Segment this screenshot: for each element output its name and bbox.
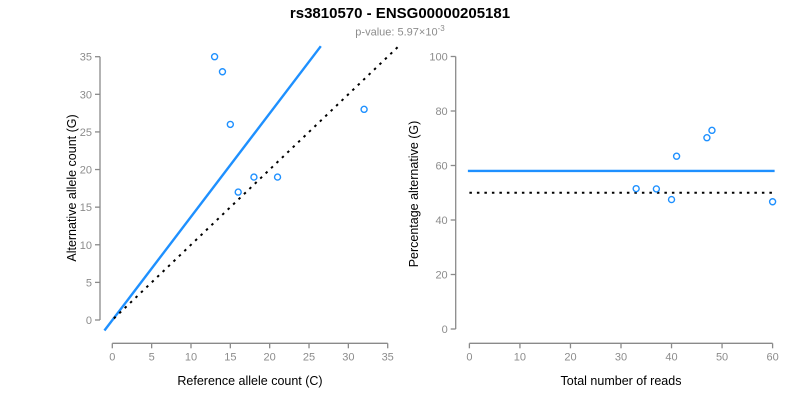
p-value-exponent: -3 [437,24,445,33]
regression-line [103,45,322,332]
data-point [667,195,676,204]
identity-line [113,45,400,320]
x-tick-label: 0 [109,351,115,363]
y-tick-label: 40 [435,215,447,227]
x-tick-label: 20 [564,351,576,363]
x-tick-label: 60 [766,351,778,363]
data-point [226,120,235,129]
x-tick-label: 30 [342,351,354,363]
y-tick-label: 100 [429,52,447,64]
x-tick-label: 20 [264,351,276,363]
y-tick-label: 30 [80,89,92,101]
data-point [210,52,219,61]
data-point [703,134,711,142]
x-tick-label: 40 [665,351,677,363]
x-axis-title-right: Total number of reads [560,374,682,388]
y-tick-label: 0 [442,324,448,336]
y-axis-title-left: Alternative allele count (G) [65,114,79,262]
x-tick-label: 25 [303,351,315,363]
x-tick-label: 50 [716,351,728,363]
data-point [768,198,777,206]
y-tick-label: 35 [80,52,92,64]
x-tick-label: 5 [149,351,155,363]
x-tick-label: 0 [466,351,472,363]
x-tick-label: 15 [224,351,236,363]
y-tick-label: 10 [80,240,92,252]
y-tick-label: 25 [80,127,92,139]
data-point [632,184,640,193]
x-tick-label: 30 [615,351,627,363]
data-point [708,126,716,135]
y-tick-label: 60 [435,161,447,173]
p-value-text: p-value: 5.97×10 [355,26,438,39]
data-point [250,173,258,181]
y-tick-label: 20 [80,165,92,177]
y-tick-label: 0 [86,315,92,327]
x-axis-title-left: Reference allele count (C) [177,374,323,388]
y-tick-label: 15 [80,202,92,214]
y-tick-label: 80 [435,106,447,118]
y-tick-label: 20 [435,270,447,282]
data-point [360,105,368,114]
y-axis-title-right: Percentage alternative (G) [407,120,421,268]
data-point [652,185,661,193]
plot-title: rs3810570 - ENSG00000205181 [289,5,511,22]
x-tick-label: 10 [185,351,197,363]
x-tick-label: 10 [514,351,526,363]
data-point [273,173,282,181]
y-tick-label: 5 [86,277,92,289]
data-point [672,152,681,160]
data-point [234,188,242,196]
p-value-subtitle: p-value: 5.97×10-3 [0,24,800,39]
data-point [218,68,227,76]
x-tick-label: 35 [382,351,394,363]
